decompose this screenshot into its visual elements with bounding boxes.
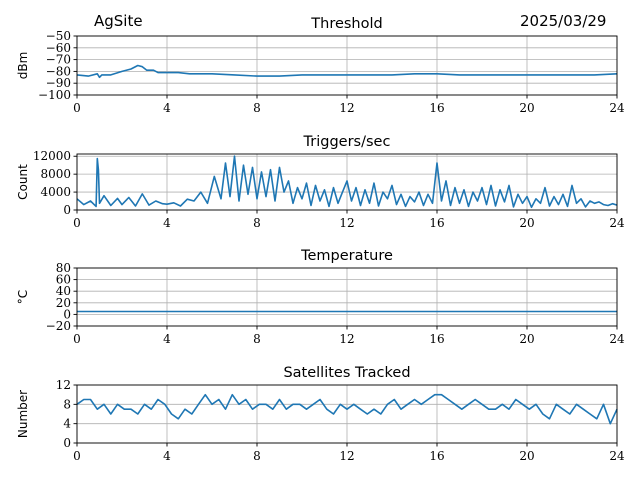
threshold-xtick-label: 24 (609, 101, 625, 115)
temperature-ytick-label: 20 (56, 296, 71, 310)
triggers-sec-xtick-label: 24 (609, 216, 625, 230)
temperature-title: Temperature (300, 248, 393, 264)
temperature-xtick-label: 16 (429, 332, 444, 346)
temperature-xtick-label: 12 (339, 332, 354, 346)
temperature-xtick-label: 4 (163, 332, 171, 346)
triggers-sec-xtick-label: 0 (73, 216, 81, 230)
threshold-xtick-label: 0 (73, 101, 81, 115)
satellites-tracked-xtick-label: 0 (73, 449, 81, 463)
temperature-ytick-label: 80 (56, 261, 71, 275)
threshold-xtick-label: 20 (519, 101, 534, 115)
triggers-sec-ytick-label: 0 (63, 203, 71, 217)
satellites-tracked-ytick-label: 8 (63, 397, 71, 411)
threshold-ytick-label: −50 (46, 29, 71, 43)
triggers-sec-title: Triggers/sec (303, 134, 391, 150)
date-label: 2025/03/29 (520, 12, 607, 30)
threshold-xtick-label: 8 (253, 101, 261, 115)
threshold-xtick-label: 4 (163, 101, 171, 115)
threshold-panel: 0 4 8 12 16 20 24 −100−90−80−70−60−50 Threshold d… (16, 16, 625, 115)
satellites-tracked-ytick-label: 4 (63, 417, 71, 431)
satellites-tracked-xtick-label: 16 (429, 449, 444, 463)
triggers-sec-xtick-label: 4 (163, 216, 171, 230)
threshold-ytick-label: −90 (46, 76, 71, 90)
threshold-title: Threshold (310, 16, 382, 32)
temperature-xtick-label: 20 (519, 332, 534, 346)
triggers-sec-ylabel: Count (16, 164, 30, 200)
satellites-tracked-ylabel: Number (16, 390, 30, 438)
satellites-tracked-panel: 0 4 8 12 16 20 24 0 4 8 12 Satellites Tracked Number (16, 365, 625, 463)
satellites-tracked-xtick-label: 20 (519, 449, 534, 463)
threshold-ytick-label: −80 (46, 64, 71, 78)
temperature-ytick-label: 60 (56, 273, 71, 287)
triggers-sec-xtick-label: 16 (429, 216, 444, 230)
site-label: AgSite (94, 12, 143, 30)
satellites-tracked-title: Satellites Tracked (283, 365, 410, 381)
triggers-sec-xtick-label: 20 (519, 216, 534, 230)
threshold-series-line (76, 64, 618, 79)
temperature-ytick-label: 40 (56, 284, 71, 298)
triggers-sec-series-line (76, 155, 618, 209)
temperature-ytick-label: 0 (63, 307, 71, 321)
temperature-ytick-label: −20 (46, 319, 71, 333)
threshold-ytick-label: −70 (46, 53, 71, 67)
triggers-sec-ytick-label: 12000 (33, 149, 71, 163)
threshold-xtick-label: 12 (339, 101, 354, 115)
satellites-tracked-xtick-label: 4 (163, 449, 171, 463)
satellites-tracked-xtick-label: 8 (253, 449, 261, 463)
satellites-tracked-ytick-label: 0 (63, 436, 71, 450)
satellites-tracked-xtick-label: 24 (609, 449, 625, 463)
threshold-ylabel: dBm (16, 52, 30, 80)
temperature-ylabel: °C (16, 290, 30, 304)
satellites-tracked-ytick-label: 12 (56, 378, 71, 392)
threshold-ytick-label: −100 (38, 88, 71, 102)
threshold-xtick-label: 16 (429, 101, 444, 115)
triggers-sec-xtick-label: 8 (253, 216, 261, 230)
temperature-xtick-label: 24 (609, 332, 625, 346)
triggers-sec-panel: 0 4 8 12 16 20 24 0 4000 8000 12000 Triggers/sec Cou… (16, 134, 625, 230)
satellites-tracked-xtick-label: 12 (339, 449, 354, 463)
threshold-ytick-label: −60 (46, 41, 71, 55)
triggers-sec-ytick-label: 8000 (40, 167, 71, 181)
triggers-sec-xtick-label: 12 (339, 216, 354, 230)
temperature-xtick-label: 0 (73, 332, 81, 346)
triggers-sec-ytick-label: 4000 (40, 185, 71, 199)
satellites-tracked-series-line (76, 393, 618, 425)
temperature-xtick-label: 8 (253, 332, 261, 346)
